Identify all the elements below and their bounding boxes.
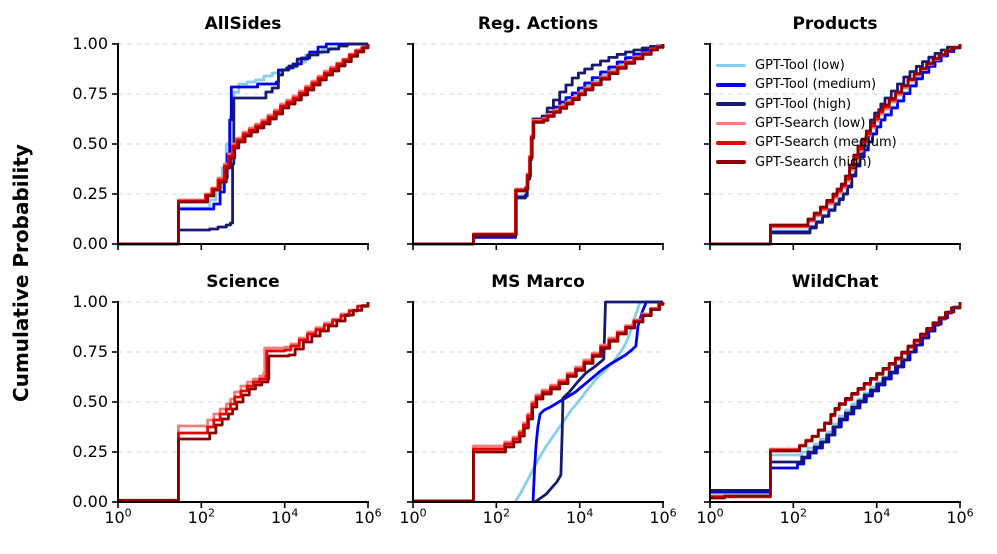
x-tick-label: 102 xyxy=(187,506,215,527)
cdf-line xyxy=(413,44,665,246)
y-tick-label: 0.25 xyxy=(72,442,108,461)
legend-line-swatch xyxy=(716,160,746,164)
cdf-line xyxy=(710,302,962,499)
legend-item: GPT-Search (low) xyxy=(716,114,897,133)
legend-item: GPT-Search (high) xyxy=(716,152,897,171)
cdf-line xyxy=(118,42,368,246)
y-tick-label: 1.00 xyxy=(72,292,108,311)
plot-area xyxy=(407,300,665,508)
cdf-line xyxy=(534,300,663,504)
plot-panel-ms-marco xyxy=(407,300,665,508)
cdf-line xyxy=(413,44,665,246)
plot-panel-science xyxy=(112,301,370,508)
cdf-line xyxy=(413,302,665,503)
cdf-line xyxy=(118,302,370,503)
legend-label: GPT-Search (low) xyxy=(755,116,866,132)
x-tick-label: 104 xyxy=(270,506,299,527)
plot-area xyxy=(704,301,962,508)
x-tick-label: 104 xyxy=(565,506,594,527)
x-tick-label: 106 xyxy=(946,506,974,527)
plot-panel-wildchat xyxy=(704,301,962,508)
cdf-line xyxy=(118,42,368,246)
cdf-line xyxy=(710,302,962,492)
x-tick-label: 104 xyxy=(862,506,891,527)
legend-label: GPT-Tool (medium) xyxy=(755,77,877,93)
x-tick-label: 102 xyxy=(779,506,807,527)
cdf-line xyxy=(118,302,370,502)
cdf-line xyxy=(118,44,370,246)
legend-label: GPT-Search (medium) xyxy=(755,135,897,151)
y-tick-label: 1.00 xyxy=(72,34,108,53)
plot-area xyxy=(112,301,370,508)
y-tick-label: 0.25 xyxy=(72,184,108,203)
legend-line-swatch xyxy=(716,102,746,106)
plot-panel-products xyxy=(704,43,962,250)
panel-title-reg-actions: Reg. Actions xyxy=(477,14,599,34)
legend: GPT-Tool (low) GPT-Tool (medium) GPT-Tool … xyxy=(716,56,897,172)
panel-title-products: Products xyxy=(792,14,878,34)
cdf-line xyxy=(710,302,962,500)
legend-line-swatch xyxy=(716,141,746,145)
legend-label: GPT-Search (high) xyxy=(755,154,872,170)
panel-title-wildchat: WildChat xyxy=(791,272,879,292)
legend-line-swatch xyxy=(716,83,746,87)
legend-label: GPT-Tool (low) xyxy=(755,58,845,74)
x-tick-label: 102 xyxy=(482,506,510,527)
plot-area xyxy=(112,42,370,250)
cdf-line xyxy=(710,302,962,494)
x-tick-label: 100 xyxy=(104,506,132,527)
plot-area xyxy=(704,43,962,250)
y-tick-label: 0.50 xyxy=(72,392,108,411)
plot-area xyxy=(407,43,665,250)
y-tick-label: 0.75 xyxy=(72,84,108,103)
y-tick-label: 0.75 xyxy=(72,342,108,361)
x-tick-label: 106 xyxy=(354,506,382,527)
legend-item: GPT-Tool (high) xyxy=(716,95,897,114)
x-tick-label: 100 xyxy=(399,506,427,527)
panel-title-allsides: AllSides xyxy=(204,14,282,34)
y-axis-label: Cumulative Probability xyxy=(9,144,33,402)
cdf-line xyxy=(710,44,962,246)
panel-title-science: Science xyxy=(206,272,280,292)
legend-label: GPT-Tool (high) xyxy=(755,96,852,112)
legend-line-swatch xyxy=(716,121,746,126)
panel-title-ms-marco: MS Marco xyxy=(491,272,585,292)
y-tick-label: 0.50 xyxy=(72,134,108,153)
legend-item: GPT-Search (medium) xyxy=(716,133,897,152)
cdf-line xyxy=(118,44,370,246)
legend-item: GPT-Tool (low) xyxy=(716,56,897,75)
legend-line-swatch xyxy=(716,63,746,68)
plot-panel-reg-actions xyxy=(407,43,665,250)
x-tick-label: 100 xyxy=(696,506,724,527)
y-tick-label: 0.00 xyxy=(72,492,108,511)
y-tick-label: 0.00 xyxy=(72,234,108,253)
plot-panel-allsides xyxy=(112,42,370,250)
cdf-line xyxy=(710,302,962,498)
cdf-line xyxy=(531,300,663,503)
cdf-line xyxy=(710,302,962,495)
legend-item: GPT-Tool (medium) xyxy=(716,75,897,94)
x-tick-label: 106 xyxy=(649,506,677,527)
